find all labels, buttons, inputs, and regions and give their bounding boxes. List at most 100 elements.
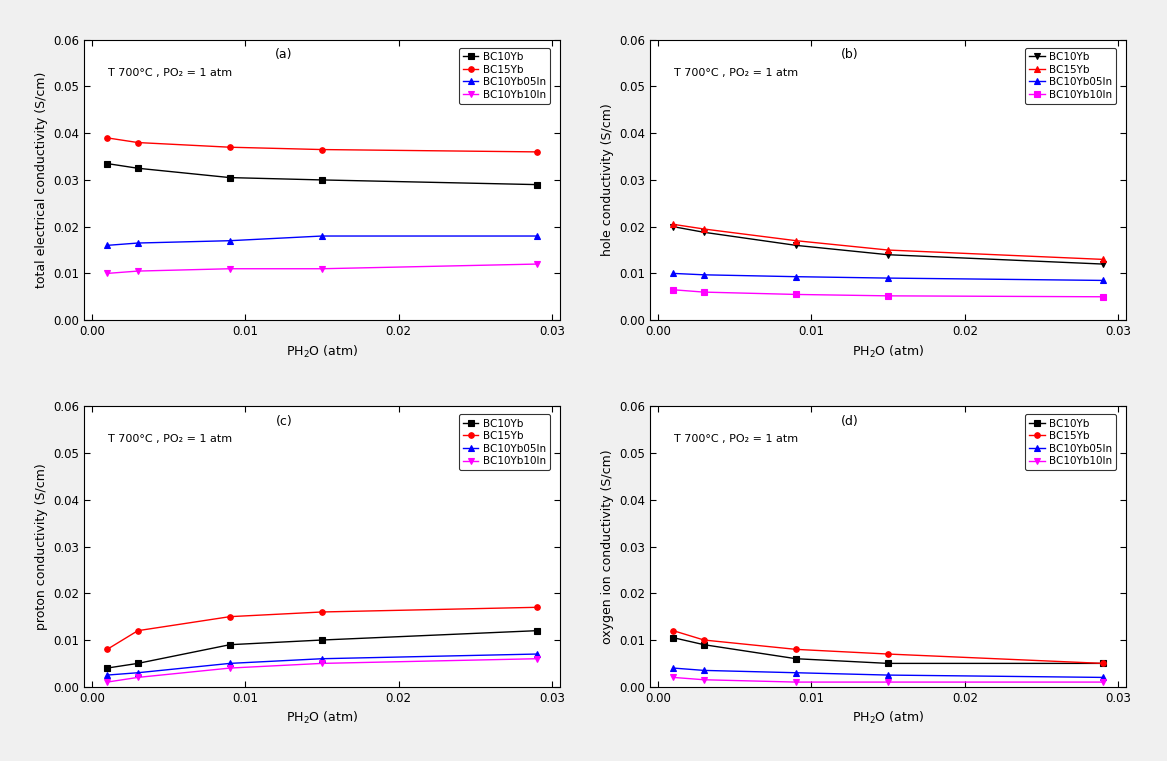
Legend: BC10Yb, BC15Yb, BC10Yb05In, BC10Yb10In: BC10Yb, BC15Yb, BC10Yb05In, BC10Yb10In (459, 414, 550, 470)
X-axis label: PH$_2$O (atm): PH$_2$O (atm) (286, 710, 358, 726)
X-axis label: PH$_2$O (atm): PH$_2$O (atm) (852, 710, 924, 726)
BC10Yb05In (530, 231, 544, 240)
BC10Yb10In (697, 675, 711, 684)
BC10Yb (881, 659, 895, 668)
Legend: BC10Yb, BC15Yb, BC10Yb05In, BC10Yb10In: BC10Yb, BC15Yb, BC10Yb05In, BC10Yb10In (1025, 414, 1116, 470)
Line: BC15Yb: BC15Yb (104, 604, 539, 652)
BC10Yb (1096, 260, 1110, 269)
Line: BC10Yb10In: BC10Yb10In (671, 675, 1105, 685)
BC15Yb (789, 236, 803, 245)
BC10Yb05In (881, 273, 895, 282)
Line: BC15Yb: BC15Yb (671, 628, 1105, 666)
Line: BC10Yb05In: BC10Yb05In (104, 233, 539, 248)
BC15Yb (881, 649, 895, 658)
BC10Yb05In (666, 269, 680, 278)
BC10Yb (697, 228, 711, 237)
Legend: BC10Yb, BC15Yb, BC10Yb05In, BC10Yb10In: BC10Yb, BC15Yb, BC10Yb05In, BC10Yb10In (459, 48, 550, 104)
BC10Yb (315, 175, 329, 184)
BC10Yb10In (789, 290, 803, 299)
Y-axis label: total electrical conductivity (S/cm): total electrical conductivity (S/cm) (35, 72, 48, 288)
BC10Yb (666, 222, 680, 231)
BC10Yb05In (697, 270, 711, 279)
Line: BC10Yb10In: BC10Yb10In (671, 287, 1105, 300)
Line: BC15Yb: BC15Yb (671, 221, 1105, 263)
BC15Yb (881, 246, 895, 255)
BC10Yb05In (315, 654, 329, 664)
Y-axis label: oxygen ion conductivity (S/cm): oxygen ion conductivity (S/cm) (601, 449, 614, 644)
Line: BC15Yb: BC15Yb (104, 135, 539, 154)
BC10Yb (131, 164, 145, 173)
X-axis label: PH$_2$O (atm): PH$_2$O (atm) (852, 343, 924, 360)
BC15Yb (1096, 255, 1110, 264)
BC10Yb10In (530, 654, 544, 664)
BC15Yb (1096, 659, 1110, 668)
BC10Yb05In (315, 231, 329, 240)
BC10Yb (530, 180, 544, 189)
BC10Yb10In (666, 673, 680, 682)
BC10Yb (100, 159, 114, 168)
BC15Yb (131, 138, 145, 147)
Text: (c): (c) (275, 415, 292, 428)
BC10Yb10In (666, 285, 680, 295)
BC10Yb (789, 240, 803, 250)
BC10Yb10In (131, 266, 145, 275)
BC10Yb10In (530, 260, 544, 269)
BC10Yb (223, 173, 237, 182)
BC10Yb (100, 664, 114, 673)
BC15Yb (530, 603, 544, 612)
BC10Yb (789, 654, 803, 664)
BC15Yb (666, 626, 680, 635)
Line: BC10Yb05In: BC10Yb05In (671, 665, 1105, 680)
Text: T 700°C , PO₂ = 1 atm: T 700°C , PO₂ = 1 atm (675, 68, 798, 78)
Text: T 700°C , PO₂ = 1 atm: T 700°C , PO₂ = 1 atm (675, 435, 798, 444)
Line: BC10Yb05In: BC10Yb05In (671, 271, 1105, 283)
BC10Yb (315, 635, 329, 645)
BC10Yb05In (1096, 275, 1110, 285)
BC10Yb05In (881, 670, 895, 680)
BC10Yb10In (697, 288, 711, 297)
X-axis label: PH$_2$O (atm): PH$_2$O (atm) (286, 343, 358, 360)
BC15Yb (315, 607, 329, 616)
Line: BC10Yb05In: BC10Yb05In (104, 651, 539, 678)
BC10Yb10In (315, 264, 329, 273)
Line: BC10Yb: BC10Yb (104, 628, 539, 671)
BC10Yb05In (1096, 673, 1110, 682)
BC10Yb (1096, 659, 1110, 668)
Text: (b): (b) (841, 48, 859, 61)
BC15Yb (131, 626, 145, 635)
BC15Yb (666, 220, 680, 229)
BC10Yb10In (789, 677, 803, 686)
BC10Yb10In (100, 677, 114, 686)
Line: BC10Yb: BC10Yb (671, 224, 1105, 267)
Text: (a): (a) (275, 48, 293, 61)
BC15Yb (697, 224, 711, 234)
BC15Yb (789, 645, 803, 654)
BC10Yb (881, 250, 895, 260)
BC10Yb (530, 626, 544, 635)
BC10Yb (223, 640, 237, 649)
Text: T 700°C , PO₂ = 1 atm: T 700°C , PO₂ = 1 atm (107, 68, 232, 78)
BC10Yb10In (315, 659, 329, 668)
Line: BC10Yb10In: BC10Yb10In (104, 656, 539, 685)
BC10Yb10In (100, 269, 114, 278)
Text: (d): (d) (841, 415, 859, 428)
Text: T 700°C , PO₂ = 1 atm: T 700°C , PO₂ = 1 atm (107, 435, 232, 444)
BC10Yb05In (100, 670, 114, 680)
Line: BC10Yb10In: BC10Yb10In (104, 261, 539, 276)
BC10Yb10In (131, 673, 145, 682)
Y-axis label: hole conductivity (S/cm): hole conductivity (S/cm) (601, 103, 614, 256)
BC15Yb (100, 133, 114, 142)
BC15Yb (223, 142, 237, 151)
BC15Yb (530, 148, 544, 157)
BC10Yb (697, 640, 711, 649)
BC10Yb10In (223, 664, 237, 673)
Legend: BC10Yb, BC15Yb, BC10Yb05In, BC10Yb10In: BC10Yb, BC15Yb, BC10Yb05In, BC10Yb10In (1025, 48, 1116, 104)
BC10Yb05In (789, 668, 803, 677)
BC10Yb10In (1096, 677, 1110, 686)
BC10Yb05In (131, 238, 145, 247)
BC10Yb05In (530, 649, 544, 658)
BC10Yb (131, 659, 145, 668)
BC10Yb10In (881, 291, 895, 301)
Line: BC10Yb: BC10Yb (104, 161, 539, 187)
BC15Yb (223, 612, 237, 621)
